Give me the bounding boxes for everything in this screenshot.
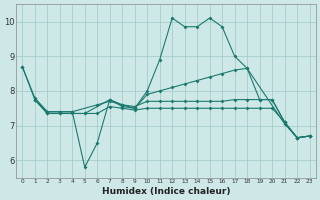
X-axis label: Humidex (Indice chaleur): Humidex (Indice chaleur)	[102, 187, 230, 196]
